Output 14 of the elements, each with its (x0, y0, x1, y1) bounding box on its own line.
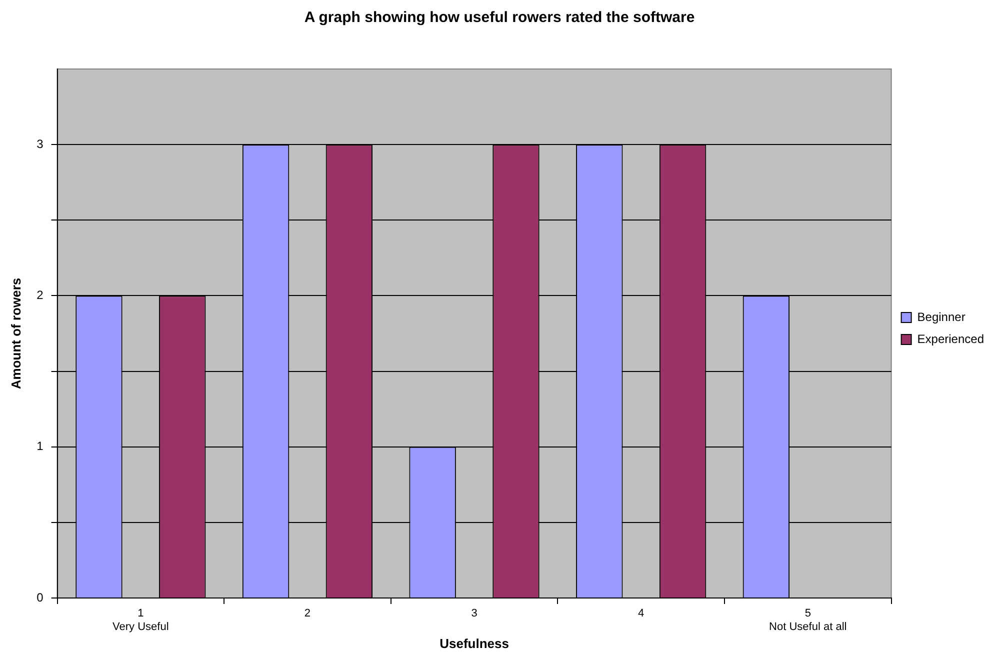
y-tick-label: 0 (36, 590, 44, 604)
legend-label: Beginner (917, 310, 966, 324)
x-tick-label: 2 (304, 608, 311, 620)
y-tick-label: 1 (36, 439, 44, 454)
x-tick-label: 1 Very Useful (112, 608, 169, 633)
y-tick-label: 2 (36, 288, 44, 302)
y-tick-label: 3 (36, 136, 44, 151)
x-tick-label: 3 (471, 608, 478, 620)
x-axis-title: Usefulness (440, 636, 509, 651)
chart-title: A graph showing how useful rowers rated the software (304, 9, 695, 26)
y-axis-title: Amount of rowers (8, 278, 24, 390)
x-tick-label: 4 (638, 608, 644, 620)
x-tick-label: 5 Not Useful at all (769, 608, 847, 633)
legend-label: Experienced (917, 332, 984, 346)
